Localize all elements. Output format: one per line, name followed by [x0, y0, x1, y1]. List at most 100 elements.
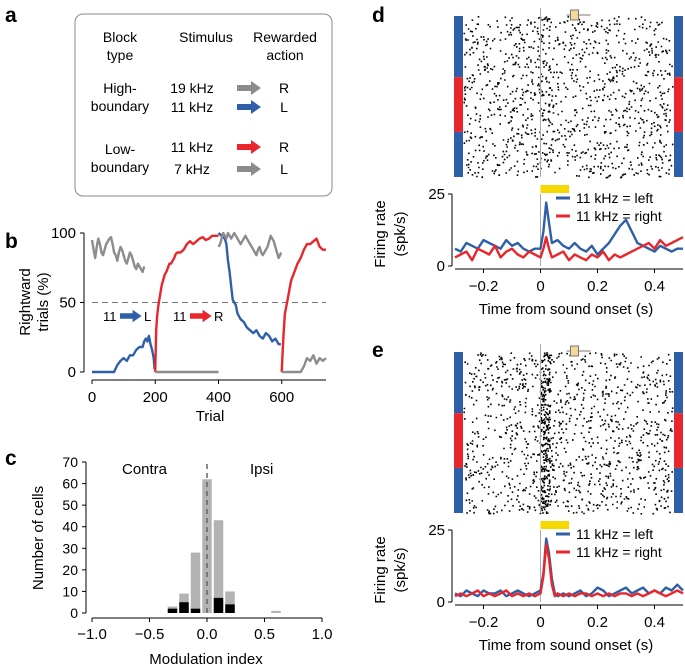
- x-tick-label: 0.4: [644, 278, 665, 295]
- y-axis-label-line1: Rightward: [17, 268, 34, 336]
- block-bar-right-blue: [674, 16, 683, 78]
- x-tick-label: 200: [143, 389, 168, 406]
- bar-all-cells: [225, 591, 235, 613]
- y-tick-label: 50: [59, 295, 76, 312]
- block-bar-left-blue: [454, 352, 463, 414]
- y-tick-label: 0: [68, 364, 76, 381]
- x-tick-label: 0.5: [254, 626, 275, 643]
- bar-all-cells: [271, 610, 281, 613]
- panel-d-chart: 0 25 −0.2 0 0.2 0.4 Time from sound onset (s) F…: [372, 8, 684, 318]
- raster-spikes: [463, 16, 674, 179]
- y-tick-label: 20: [62, 562, 78, 578]
- series-red: [454, 543, 684, 598]
- x-tick-label: 0: [88, 389, 96, 406]
- col-block-type-line1: Block: [103, 29, 138, 45]
- legend-label-right: 11 kHz = right: [576, 544, 662, 560]
- action-l-high: L: [280, 99, 288, 115]
- boxplot-box: [570, 345, 579, 357]
- arrow-gray-icon: [237, 162, 261, 176]
- x-axis-label: Time from sound onset (s): [479, 637, 654, 654]
- series-gray-1: [90, 236, 146, 274]
- bar-significant-cells: [179, 602, 189, 613]
- y-axis-label: Number of cells: [30, 486, 47, 590]
- series-red-2: [280, 237, 326, 373]
- x-tick-label: −0.2: [469, 614, 499, 631]
- x-tick-label: 0.2: [587, 614, 608, 631]
- series-red-1: [154, 234, 219, 373]
- panel-b-chart: 0 50 100 0 200 400 600 Trial Rightward trials (%)…: [17, 225, 327, 425]
- bar-significant-cells: [213, 597, 224, 613]
- x-tick-label: −1.0: [77, 626, 107, 643]
- row-low-line2: boundary: [91, 159, 149, 175]
- block-bar-right-blue: [674, 131, 683, 177]
- block-bar-left-red: [454, 77, 463, 132]
- row-high-line1: High-: [103, 80, 137, 96]
- bar-all-cells: [213, 520, 224, 613]
- panel-label-e: e: [372, 339, 384, 362]
- block-bar-right-red: [674, 77, 683, 132]
- arrow-red-icon: [237, 140, 261, 154]
- spike-dots: [463, 16, 674, 179]
- x-tick-label: 0.4: [644, 614, 665, 631]
- stim-11khz-low: 11 kHz: [171, 139, 214, 155]
- annotation-red-arrow-icon: [190, 309, 212, 323]
- raster-spikes: [463, 352, 674, 515]
- y-tick-label: 0: [70, 605, 78, 621]
- x-tick-label: 600: [269, 389, 294, 406]
- bar-significant-cells: [225, 604, 235, 613]
- series-gray-3: [217, 231, 283, 260]
- series-gray-4: [281, 354, 327, 374]
- series-blue-2: [217, 232, 281, 346]
- series-blue-1: [92, 334, 156, 374]
- col-rewarded-action-line2: action: [266, 47, 303, 63]
- panel-label-b: b: [5, 230, 18, 253]
- annotation-left-letter: L: [144, 309, 151, 324]
- action-r-low: R: [279, 139, 289, 155]
- series-red: [454, 236, 684, 262]
- annotation-blue-arrow-icon: [120, 309, 142, 323]
- x-tick-label: 0.2: [587, 278, 608, 295]
- y-tick-label: 100: [51, 225, 76, 242]
- arrow-blue-icon: [237, 100, 261, 114]
- block-bar-left-blue: [454, 131, 463, 177]
- y-tick-label: 30: [62, 540, 78, 556]
- panel-c-chart: 0 10 20 30 40 50 60 70 −1.0 −0.5 0.0 0.5 1.0 Modulati…: [30, 454, 332, 668]
- y-axis-label-line1: Firing rate: [372, 200, 389, 268]
- x-tick-label: −0.5: [135, 626, 165, 643]
- legend-label-right: 11 kHz = right: [576, 208, 662, 224]
- panel-e-chart: 0 25 −0.2 0 0.2 0.4 Time from sound onset (s) F…: [372, 344, 684, 654]
- y-tick-label: 10: [62, 583, 78, 599]
- y-axis-label-line2: (spk/s): [392, 547, 409, 592]
- y-tick-label: 60: [62, 476, 78, 492]
- y-tick-label: 25: [428, 522, 445, 539]
- block-table: Block type Stimulus Rewarded action High…: [91, 29, 317, 177]
- annotation-right-num: 11: [173, 309, 187, 324]
- stimulus-bar: [540, 185, 569, 193]
- legend-label-left: 11 kHz = left: [576, 190, 653, 206]
- block-bar-right-blue: [674, 467, 683, 513]
- x-axis-label: Time from sound onset (s): [479, 301, 654, 318]
- block-bar-left-blue: [454, 16, 463, 78]
- row-low-line1: Low-: [105, 141, 136, 157]
- x-tick-label: 1.0: [312, 626, 333, 643]
- table-box: [74, 13, 333, 197]
- block-bar-left-blue: [454, 467, 463, 513]
- panel-label-a: a: [5, 4, 17, 27]
- stimulus-bar: [540, 521, 569, 529]
- annotation-left-num: 11: [103, 309, 117, 324]
- x-tick-label: 0: [536, 278, 544, 295]
- spike-dots: [463, 352, 674, 515]
- y-axis-label-line1: Firing rate: [372, 536, 389, 604]
- y-tick-label: 0: [437, 594, 445, 611]
- x-tick-label: −0.2: [469, 278, 499, 295]
- col-stimulus: Stimulus: [179, 29, 233, 45]
- y-tick-label: 70: [62, 454, 78, 470]
- y-tick-label: 40: [62, 519, 78, 535]
- y-tick-label: 25: [428, 186, 445, 203]
- stim-11khz-high: 11 kHz: [171, 99, 214, 115]
- bar-all-cells: [190, 552, 201, 613]
- label-ipsi: Ipsi: [250, 461, 273, 478]
- x-tick-label: 0.0: [197, 626, 218, 643]
- col-rewarded-action-line1: Rewarded: [253, 29, 317, 45]
